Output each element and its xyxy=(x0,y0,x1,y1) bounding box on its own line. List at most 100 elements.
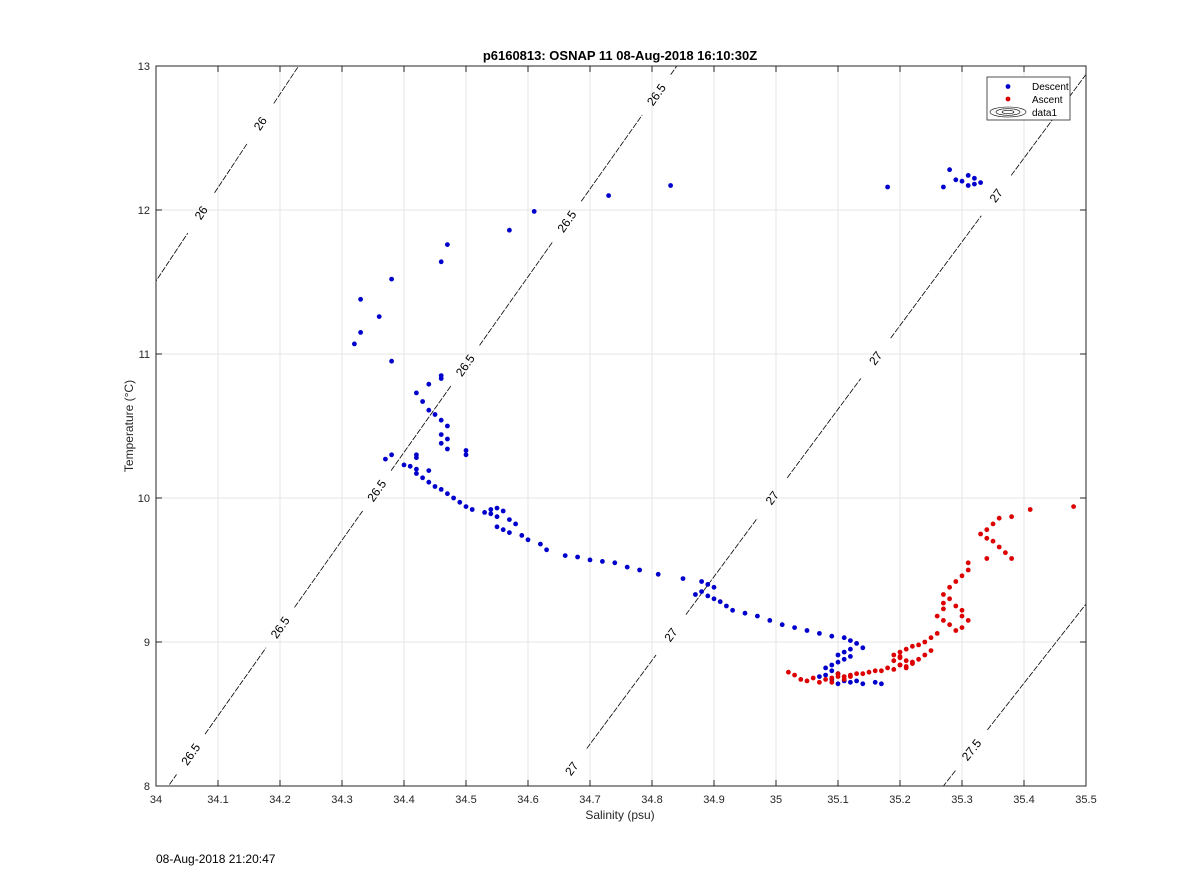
x-tick-label: 34.6 xyxy=(517,794,538,806)
descent-point xyxy=(482,510,487,515)
descent-point xyxy=(488,511,494,517)
ascent-point xyxy=(841,677,847,682)
ascent-point xyxy=(879,668,884,674)
descent-point xyxy=(426,479,432,485)
ascent-point xyxy=(810,675,816,681)
ascent-point xyxy=(860,671,866,677)
contour-line-27 xyxy=(685,517,758,615)
ascent-point xyxy=(922,652,928,658)
descent-point xyxy=(978,180,983,186)
descent-point xyxy=(742,610,748,616)
descent-point xyxy=(823,672,828,678)
ascent-point xyxy=(959,613,965,619)
descent-point xyxy=(872,679,878,685)
descent-point xyxy=(389,358,394,364)
x-tick-label: 35.5 xyxy=(1075,794,1096,806)
descent-point xyxy=(426,407,432,413)
x-tick-label: 35.4 xyxy=(1013,794,1034,806)
x-tick-label: 34.4 xyxy=(393,794,414,806)
ascent-point xyxy=(953,579,959,584)
contour-line-26.5 xyxy=(294,510,363,608)
descent-point xyxy=(817,631,822,636)
descent-point xyxy=(438,417,444,423)
ascent-point xyxy=(996,515,1002,521)
descent-point xyxy=(358,330,363,335)
x-tick-label: 34.1 xyxy=(207,794,228,806)
contour-line-27.5 xyxy=(987,603,1086,731)
descent-point xyxy=(376,314,382,319)
ascent-point xyxy=(817,679,822,685)
ascent-point xyxy=(891,658,897,664)
x-tick-label: 34.5 xyxy=(455,794,476,806)
contour-line-26.5 xyxy=(390,385,452,471)
ascent-point xyxy=(996,544,1002,550)
descent-point xyxy=(438,376,444,381)
y-tick-label: 8 xyxy=(144,781,150,793)
descent-point xyxy=(848,654,853,659)
descent-point xyxy=(525,537,531,543)
ascent-point xyxy=(910,643,915,649)
descent-point xyxy=(500,527,506,533)
ascent-point xyxy=(804,678,810,684)
descent-point xyxy=(469,507,475,512)
descent-point xyxy=(414,471,419,476)
descent-point xyxy=(507,227,512,233)
descent-point xyxy=(562,553,568,558)
descent-point xyxy=(965,173,971,178)
ascent-point xyxy=(835,671,841,677)
descent-point xyxy=(829,662,835,668)
legend-ascent-marker xyxy=(1005,96,1011,102)
descent-point xyxy=(972,181,977,187)
descent-point xyxy=(445,423,450,429)
descent-point xyxy=(401,462,407,468)
ascent-point xyxy=(984,527,990,533)
descent-point xyxy=(841,649,847,655)
ascent-point xyxy=(965,567,971,573)
ascent-point xyxy=(792,672,797,678)
descent-point xyxy=(538,541,543,547)
contour-line-26 xyxy=(214,143,248,193)
descent-point xyxy=(606,193,611,199)
descent-point xyxy=(426,381,432,387)
ascent-point xyxy=(990,538,996,544)
descent-point xyxy=(680,576,686,581)
contour-line-27.5 xyxy=(942,769,957,786)
ascent-point xyxy=(903,665,909,671)
descent-point xyxy=(507,517,512,522)
ascent-point xyxy=(959,625,965,630)
legend-contour-icon xyxy=(989,106,1027,118)
descent-point xyxy=(817,674,822,679)
descent-point xyxy=(655,571,661,577)
descent-point xyxy=(835,652,841,658)
ascent-point xyxy=(897,649,903,655)
descent-point xyxy=(531,209,537,214)
ascent-point xyxy=(941,592,946,597)
axes-background xyxy=(156,66,1086,786)
descent-point xyxy=(693,592,698,597)
y-tick-label: 9 xyxy=(144,637,150,649)
chart-title: p6160813: OSNAP 11 08-Aug-2018 16:10:30Z xyxy=(483,48,757,63)
ascent-point xyxy=(916,642,921,648)
x-tick-label: 34.9 xyxy=(703,794,724,806)
descent-point xyxy=(463,452,469,458)
ascent-point xyxy=(854,671,859,677)
x-tick-label: 34 xyxy=(150,794,162,806)
descent-point xyxy=(848,638,853,643)
descent-point xyxy=(575,554,580,560)
contour-line-27 xyxy=(1010,73,1086,176)
legend[interactable]: Descent Ascent data1 xyxy=(986,76,1071,121)
ascent-point xyxy=(786,669,791,675)
x-tick-label: 34.3 xyxy=(331,794,352,806)
ascent-point xyxy=(934,631,940,636)
y-tick-label: 12 xyxy=(138,205,150,217)
ascent-point xyxy=(928,648,934,653)
axes-frame xyxy=(155,65,1087,787)
descent-point xyxy=(438,259,444,265)
descent-point xyxy=(507,530,512,535)
y-tick-label: 11 xyxy=(139,349,150,361)
legend-box xyxy=(986,76,1071,121)
descent-point xyxy=(414,466,419,472)
descent-point xyxy=(612,560,618,566)
descent-point xyxy=(972,175,977,181)
